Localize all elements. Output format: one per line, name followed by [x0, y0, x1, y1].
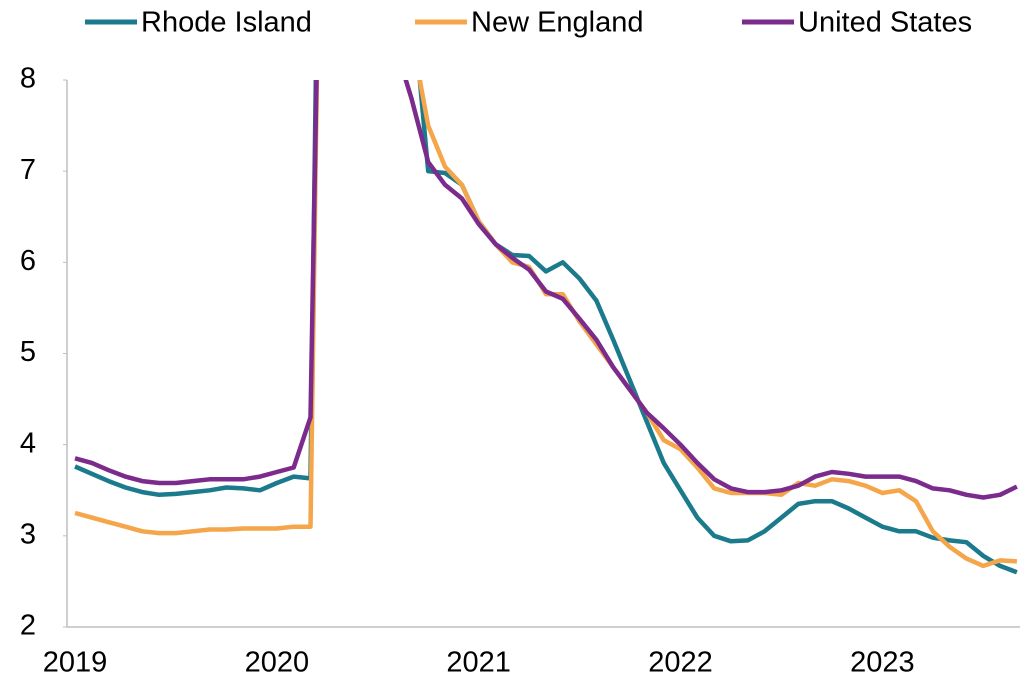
y-tick-label: 8: [20, 63, 36, 95]
legend-label: Rhode Island: [141, 7, 312, 39]
x-tick-label: 2022: [648, 647, 713, 679]
y-tick-label: 6: [20, 245, 36, 277]
series-line: [74, 80, 1018, 575]
x-tick-label: 2020: [245, 647, 310, 679]
legend-label: New England: [471, 7, 644, 39]
y-tick-label: 3: [20, 518, 36, 550]
y-tick-label: 2: [20, 610, 36, 642]
x-tick-label: 2021: [446, 647, 511, 679]
y-tick-label: 4: [20, 427, 36, 459]
series-line: [74, 80, 1018, 569]
x-tick-label: 2023: [850, 647, 915, 679]
y-tick-label: 5: [20, 336, 36, 368]
y-tick-label: 7: [20, 154, 36, 186]
series-line: [74, 80, 1018, 500]
legend-label: United States: [798, 7, 972, 39]
x-tick-label: 2019: [43, 647, 108, 679]
plot-area: [74, 80, 1018, 575]
